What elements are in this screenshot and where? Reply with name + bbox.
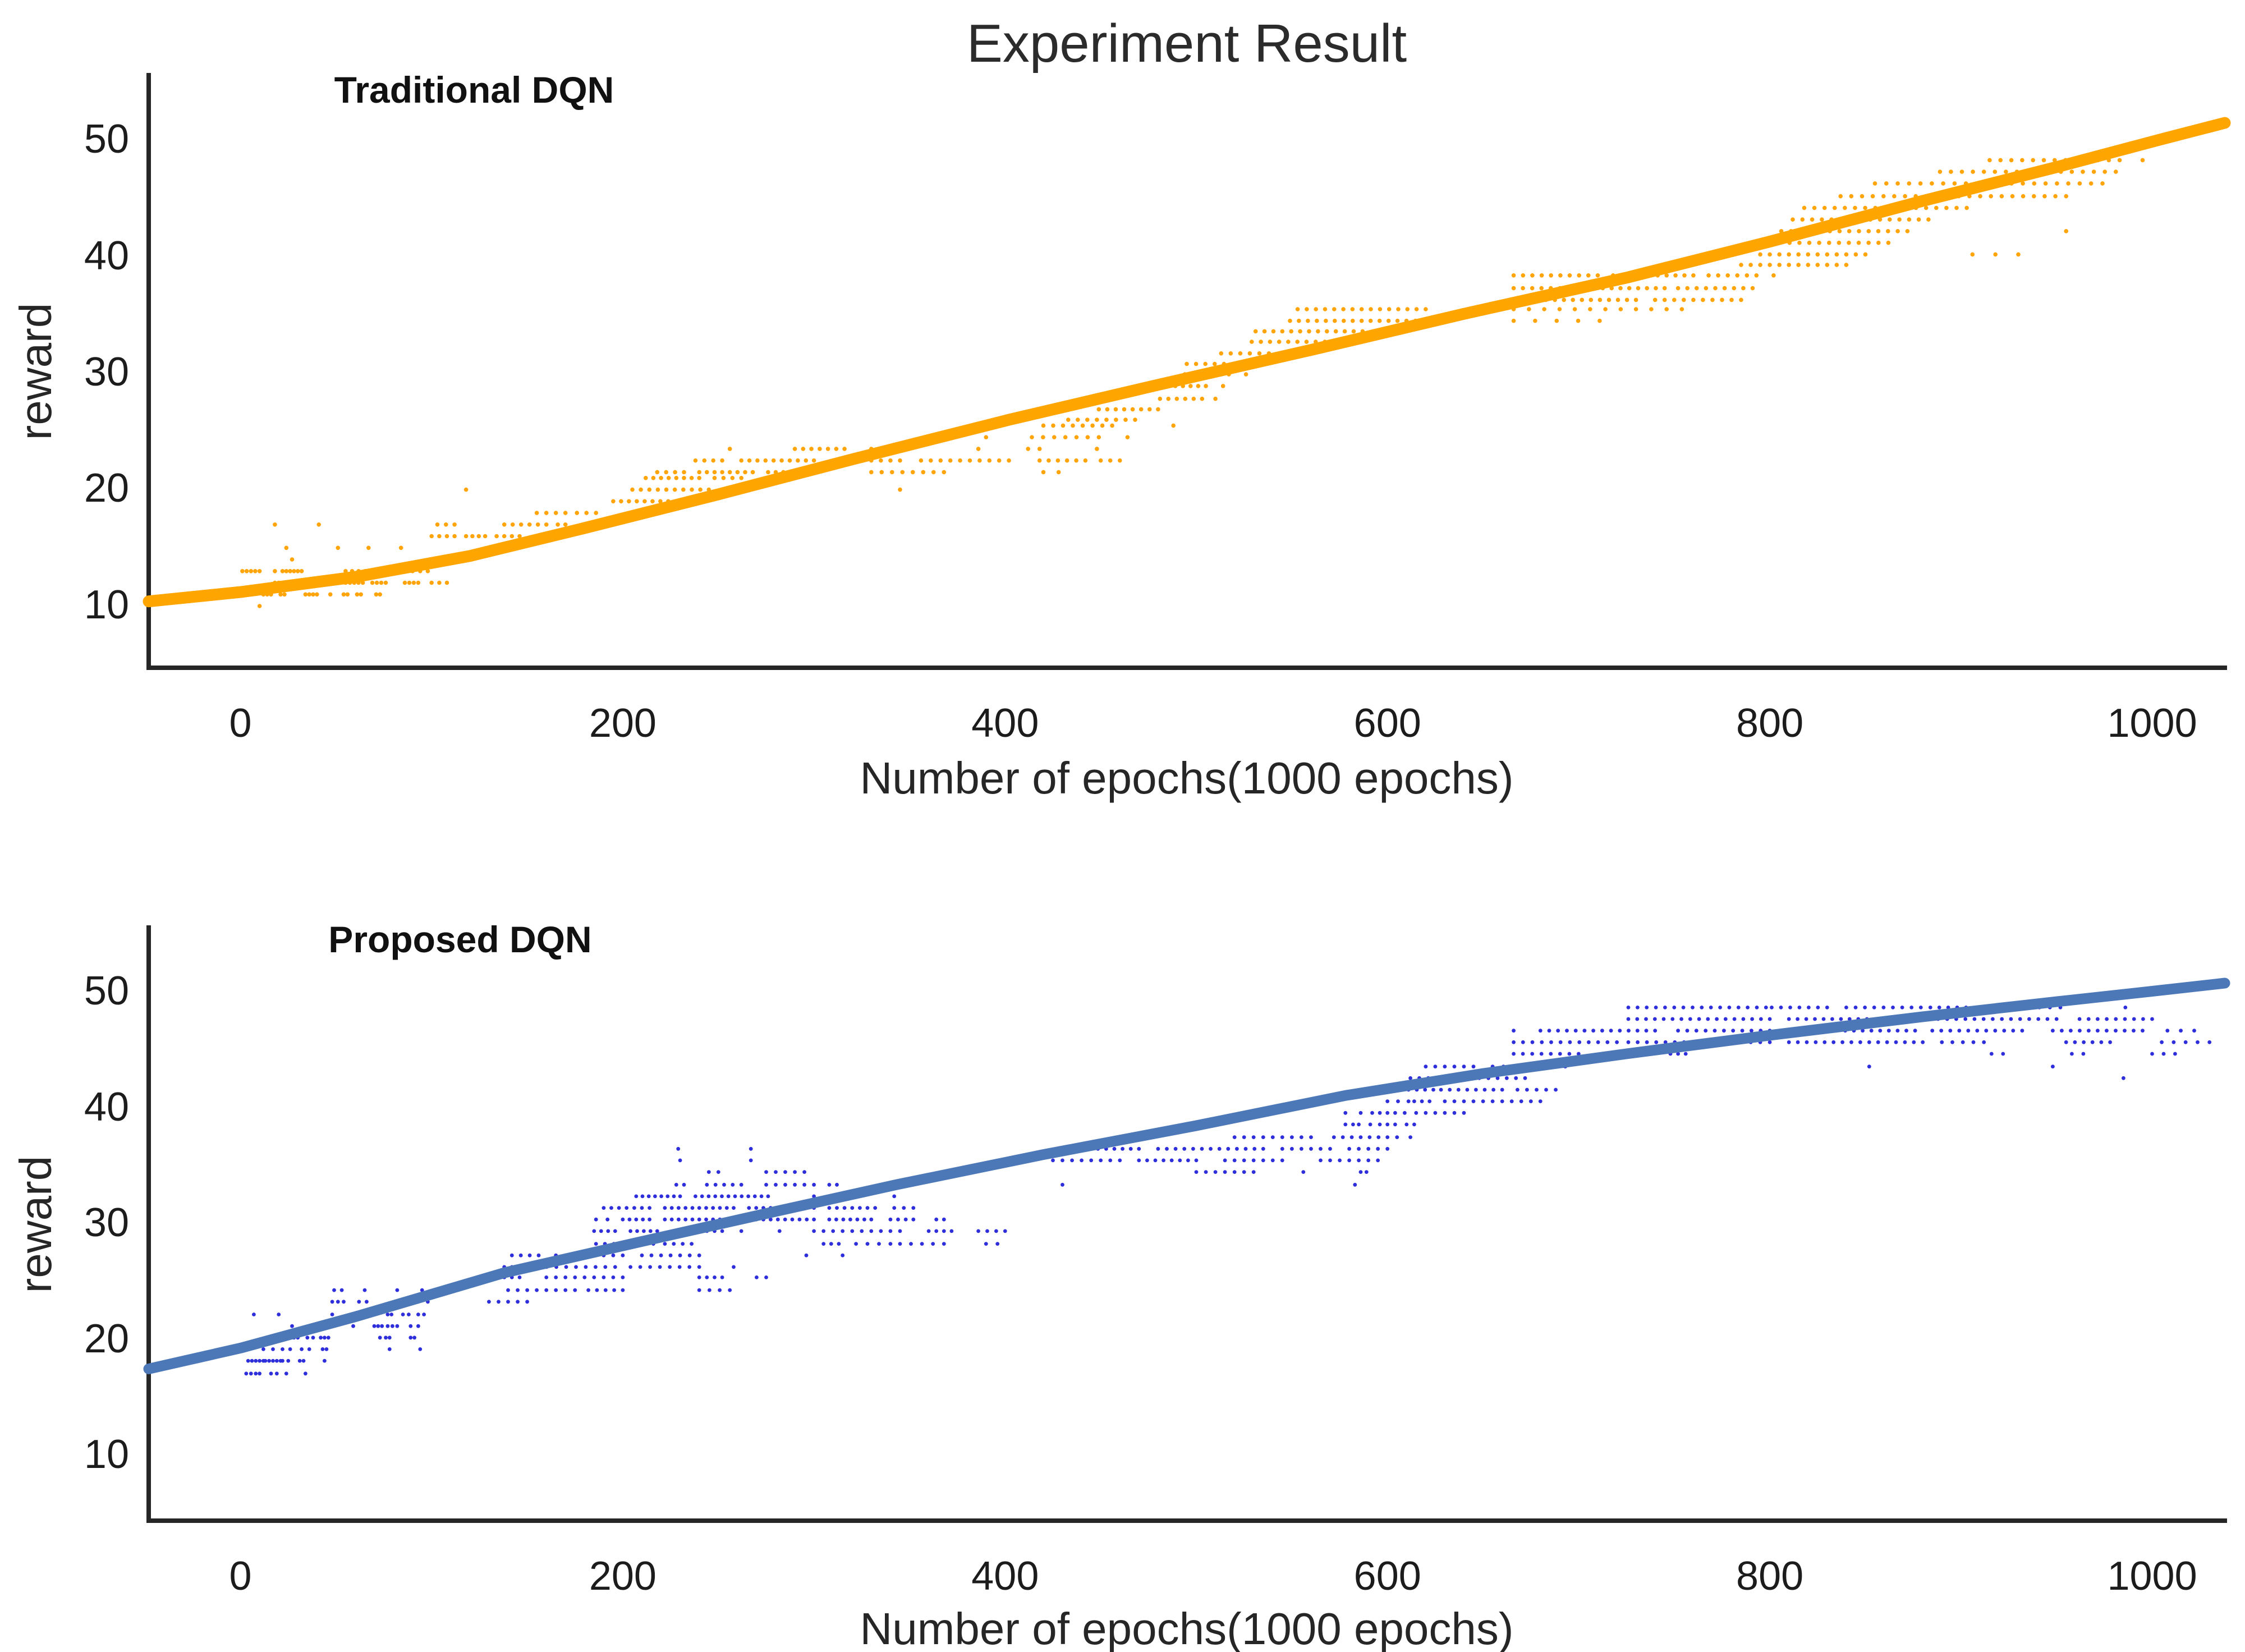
x-tick-label: 1000 (2107, 701, 2197, 746)
y-tick-label: 30 (84, 1200, 129, 1246)
x-tick-label: 400 (971, 701, 1039, 746)
panel-label: Traditional DQN (334, 69, 614, 111)
trend-line (143, 978, 2230, 1374)
y-tick-label: 30 (84, 350, 129, 394)
scatter-points (240, 158, 2145, 608)
x-axis-label: Number of epochs(1000 epochs) (860, 753, 1514, 803)
x-axis-label: Number of epochs(1000 epochs) (860, 1604, 1514, 1652)
x-tick-label: 200 (589, 1554, 656, 1599)
y-tick-label: 50 (84, 117, 129, 162)
x-tick-label: 800 (1736, 701, 1804, 746)
y-tick-label: 20 (84, 1316, 129, 1361)
x-tick-label: 800 (1736, 1554, 1804, 1599)
y-axis-spine (146, 925, 151, 1523)
y-tick-label: 10 (84, 1432, 129, 1477)
scatter-points (244, 1006, 2212, 1376)
y-tick-label: 40 (84, 233, 129, 278)
x-tick-label: 0 (229, 1554, 252, 1599)
x-tick-label: 400 (971, 1554, 1039, 1599)
y-tick-label: 10 (84, 582, 129, 627)
y-axis-spine (146, 73, 151, 670)
x-tick-label: 600 (1353, 1554, 1421, 1599)
y-tick-label: 50 (84, 969, 129, 1014)
x-tick-label: 0 (229, 701, 252, 746)
y-tick-label: 20 (84, 466, 129, 511)
panel-label: Proposed DQN (328, 919, 592, 960)
proposed-dqn-plot (143, 925, 2230, 1523)
x-tick-label: 600 (1353, 701, 1421, 746)
x-axis-spine (146, 1518, 2227, 1523)
x-tick-label: 1000 (2107, 1554, 2197, 1599)
x-axis-spine (146, 666, 2227, 670)
x-tick-label: 200 (589, 701, 656, 746)
trend-line (143, 117, 2231, 608)
y-tick-label: 40 (84, 1084, 129, 1130)
traditional-dqn-plot (143, 73, 2231, 670)
figure-title: Experiment Result (966, 13, 1407, 74)
